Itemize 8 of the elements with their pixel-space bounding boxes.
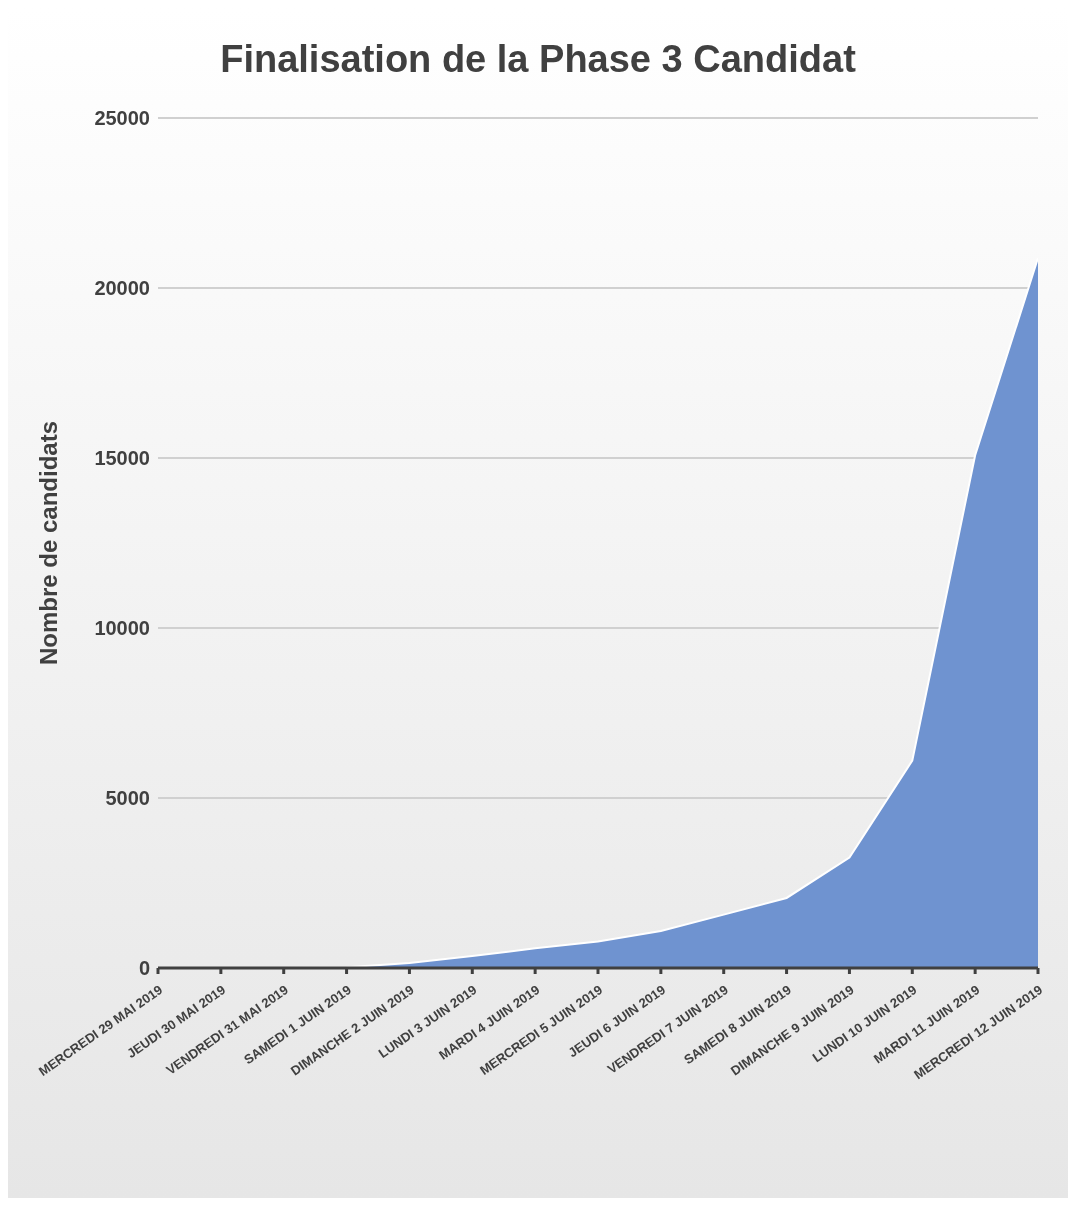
- y-tick-label: 5000: [105, 787, 150, 810]
- y-tick-label: 20000: [94, 277, 150, 300]
- y-tick-label: 15000: [94, 447, 150, 470]
- y-axis-title: Nombre de candidats: [34, 420, 62, 666]
- chart-title: Finalisation de la Phase 3 Candidat: [219, 38, 857, 81]
- y-tick-label: 10000: [94, 617, 150, 640]
- y-tick-label: 0: [138, 957, 150, 980]
- y-tick-label: 25000: [94, 107, 150, 130]
